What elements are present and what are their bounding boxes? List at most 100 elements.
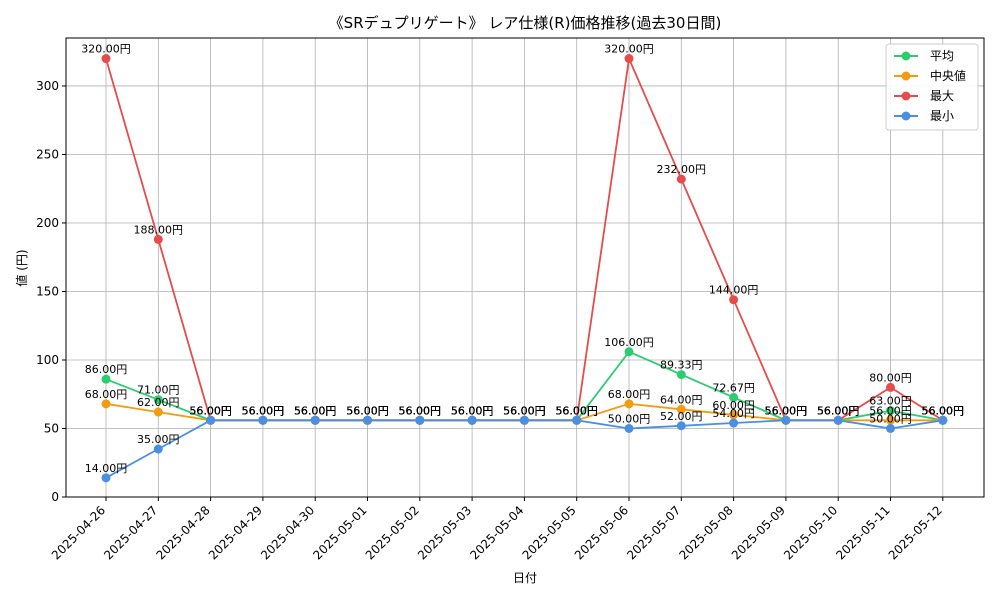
data-label: 63.00円	[869, 395, 912, 408]
data-points	[101, 54, 948, 483]
data-point	[886, 382, 895, 392]
data-label: 56.00円	[346, 404, 389, 417]
data-point	[153, 395, 163, 405]
data-label: 56.00円	[555, 404, 598, 417]
data-label: 56.00円	[189, 404, 232, 417]
data-label: 56.00円	[346, 404, 389, 417]
data-label: 232.00円	[657, 163, 707, 176]
data-label: 56.00円	[765, 404, 808, 417]
data-point	[886, 406, 895, 416]
data-label: 56.00円	[242, 404, 285, 417]
y-tick-label: 0	[51, 490, 59, 504]
legend-label: 最大	[930, 89, 954, 103]
data-label: 50.00円	[869, 412, 912, 425]
data-point	[729, 295, 739, 305]
grid	[66, 38, 984, 498]
data-point	[153, 234, 163, 244]
data-label: 56.00円	[399, 404, 442, 417]
data-point	[258, 415, 268, 425]
data-label: 56.00円	[451, 404, 494, 417]
data-label: 56.00円	[817, 404, 860, 417]
data-label: 56.00円	[399, 404, 442, 417]
data-label: 56.00円	[346, 404, 389, 417]
data-label: 56.00円	[817, 404, 860, 417]
x-tick-label: 2025-04-30	[258, 503, 317, 562]
data-point	[101, 374, 111, 384]
data-point	[676, 404, 686, 414]
data-label: 52.00円	[660, 410, 703, 423]
data-label: 56.00円	[765, 404, 808, 417]
data-label: 80.00円	[869, 371, 912, 384]
x-tick-label: 2025-04-27	[101, 503, 160, 562]
data-point	[101, 473, 111, 483]
data-label: 56.00円	[503, 404, 546, 417]
data-label: 320.00円	[604, 43, 654, 56]
data-label: 56.00円	[922, 404, 965, 417]
data-label: 60.00円	[712, 399, 755, 412]
y-axis-label: 値 (円)	[14, 249, 29, 286]
data-label: 14.00円	[85, 462, 128, 475]
y-tick-label: 100	[36, 353, 59, 367]
data-label: 68.00円	[85, 388, 128, 401]
x-tick-label: 2025-05-06	[572, 503, 631, 562]
legend-box	[885, 43, 979, 131]
data-label: 64.00円	[660, 393, 703, 406]
data-label: 54.00円	[712, 407, 755, 420]
data-point	[624, 399, 634, 409]
x-tick-label: 2025-05-12	[886, 503, 945, 562]
data-point	[206, 415, 216, 425]
data-label: 56.00円	[294, 404, 337, 417]
data-label: 50.00円	[608, 412, 651, 425]
data-label: 56.00円	[451, 404, 494, 417]
x-tick-label: 2025-05-07	[624, 503, 683, 562]
plot-frame	[65, 37, 985, 498]
data-label: 56.00円	[294, 404, 337, 417]
data-point	[153, 407, 163, 417]
data-label: 56.00円	[869, 404, 912, 417]
data-point	[938, 415, 948, 425]
data-label: 56.00円	[242, 404, 285, 417]
data-label: 62.00円	[137, 396, 180, 409]
data-label: 320.00円	[81, 43, 131, 56]
x-tick-label: 2025-05-08	[677, 503, 736, 562]
data-label: 56.00円	[555, 404, 598, 417]
data-point	[101, 54, 111, 64]
x-tick-label: 2025-05-04	[467, 503, 526, 562]
data-label: 106.00円	[604, 336, 654, 349]
data-point	[781, 415, 791, 425]
data-label: 188.00円	[134, 223, 184, 236]
data-label: 56.00円	[189, 404, 232, 417]
legend-swatch-marker	[901, 71, 911, 81]
data-label: 56.00円	[503, 404, 546, 417]
data-label: 56.00円	[399, 404, 442, 417]
data-label: 56.00円	[765, 404, 808, 417]
data-point	[310, 415, 320, 425]
legend-label: 中央値	[930, 68, 966, 83]
data-point	[624, 54, 634, 64]
data-point	[729, 392, 739, 402]
data-label: 56.00円	[189, 404, 232, 417]
data-point	[415, 415, 425, 425]
x-tick-label: 2025-05-11	[833, 503, 892, 562]
y-tick-label: 150	[36, 284, 59, 298]
data-label: 56.00円	[817, 404, 860, 417]
data-point	[676, 421, 686, 431]
data-label: 35.00円	[137, 433, 180, 446]
data-label: 56.00円	[922, 404, 965, 417]
data-label: 56.00円	[242, 404, 285, 417]
legend-label: 平均	[930, 49, 954, 63]
data-point	[729, 418, 739, 428]
x-tick-label: 2025-04-29	[206, 503, 265, 562]
data-label: 56.00円	[294, 404, 337, 417]
data-point	[886, 423, 895, 433]
data-point	[624, 347, 634, 357]
legend-label: 最小	[930, 109, 954, 123]
data-point	[363, 415, 372, 425]
x-tick-label: 2025-04-26	[49, 503, 108, 562]
x-tick-label: 2025-05-09	[729, 503, 788, 562]
chart-title: 《SRデュプリゲート》 レア仕様(R)価格推移(過去30日間)	[329, 14, 722, 32]
data-label: 56.00円	[242, 404, 285, 417]
data-label: 56.00円	[555, 404, 598, 417]
